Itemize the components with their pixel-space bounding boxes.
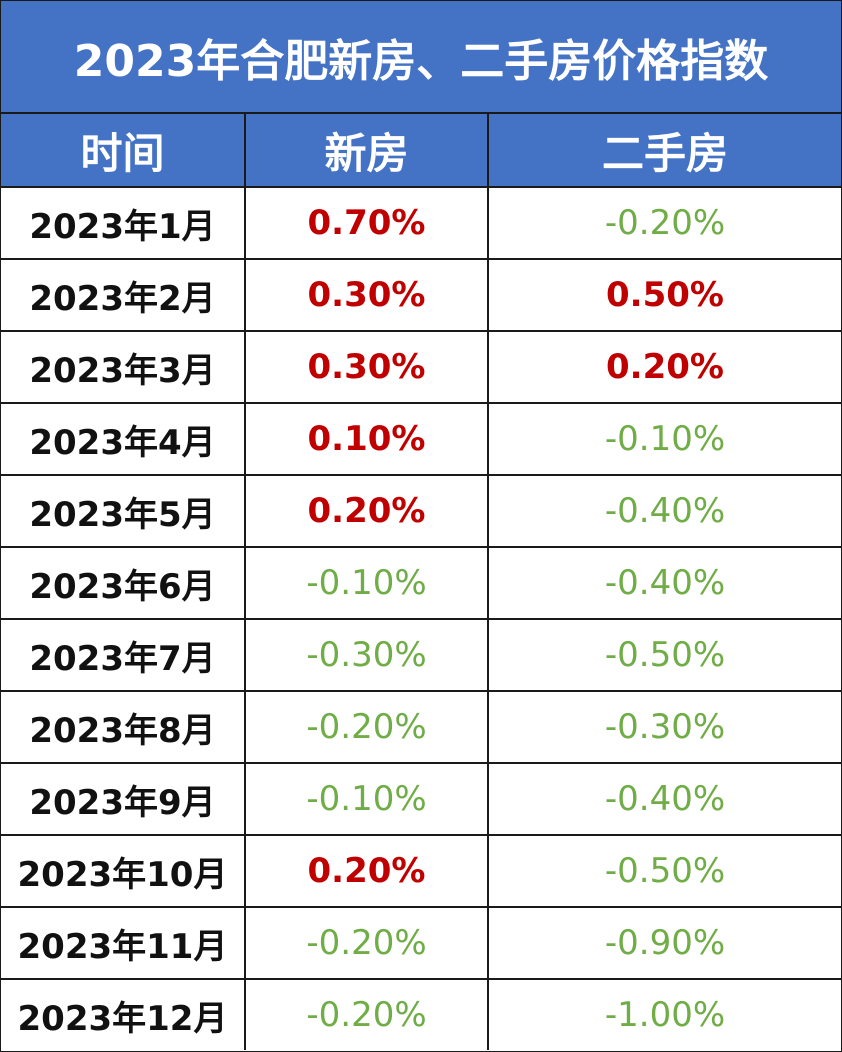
cell-month: 2023年7月 — [1, 619, 246, 692]
cell-second-hand-house-index: -0.40% — [488, 763, 841, 836]
table-title: 2023年合肥新房、二手房价格指数 — [73, 35, 769, 87]
table-row: 2023年5月 0.20% -0.40% — [1, 475, 841, 548]
cell-month: 2023年1月 — [1, 187, 246, 260]
table-body: 2023年1月 0.70% -0.20% 2023年2月 0.30% 0.50% 2023年… — [1, 187, 841, 1050]
table-row: 2023年2月 0.30% 0.50% — [1, 259, 841, 332]
cell-month: 2023年11月 — [1, 907, 246, 980]
column-header-new-house: 新房 — [245, 114, 489, 188]
cell-second-hand-house-index: -0.50% — [488, 835, 841, 908]
cell-new-house-index: 0.20% — [245, 475, 489, 548]
cell-new-house-index: -0.10% — [245, 547, 489, 620]
cell-month: 2023年5月 — [1, 475, 246, 548]
cell-month: 2023年12月 — [1, 979, 246, 1050]
table-row: 2023年9月 -0.10% -0.40% — [1, 763, 841, 836]
cell-new-house-index: 0.70% — [245, 187, 489, 260]
cell-second-hand-house-index: -0.30% — [488, 691, 841, 764]
cell-second-hand-house-index: -0.50% — [488, 619, 841, 692]
table-header: 时间 新房 二手房 — [1, 114, 841, 188]
table-row: 2023年3月 0.30% 0.20% — [1, 331, 841, 404]
cell-month: 2023年3月 — [1, 331, 246, 404]
header-row: 时间 新房 二手房 — [1, 114, 841, 188]
table-row: 2023年11月 -0.20% -0.90% — [1, 907, 841, 980]
cell-second-hand-house-index: -0.20% — [488, 187, 841, 260]
cell-second-hand-house-index: 0.20% — [488, 331, 841, 404]
price-index-table: 时间 新房 二手房 2023年1月 0.70% -0.20% 2023年2月 0.30%… — [1, 114, 841, 1050]
cell-month: 2023年9月 — [1, 763, 246, 836]
cell-second-hand-house-index: -0.40% — [488, 475, 841, 548]
table-row: 2023年4月 0.10% -0.10% — [1, 403, 841, 476]
column-header-second-hand-house: 二手房 — [488, 114, 841, 188]
cell-new-house-index: -0.10% — [245, 763, 489, 836]
table-row: 2023年1月 0.70% -0.20% — [1, 187, 841, 260]
column-header-time: 时间 — [1, 114, 246, 188]
cell-new-house-index: -0.20% — [245, 979, 489, 1050]
cell-month: 2023年2月 — [1, 259, 246, 332]
table-row: 2023年12月 -0.20% -1.00% — [1, 979, 841, 1050]
cell-second-hand-house-index: -0.40% — [488, 547, 841, 620]
cell-month: 2023年8月 — [1, 691, 246, 764]
table-row: 2023年10月 0.20% -0.50% — [1, 835, 841, 908]
title-bar: 2023年合肥新房、二手房价格指数 — [1, 1, 841, 114]
cell-new-house-index: -0.20% — [245, 691, 489, 764]
cell-month: 2023年6月 — [1, 547, 246, 620]
cell-new-house-index: 0.10% — [245, 403, 489, 476]
cell-new-house-index: -0.20% — [245, 907, 489, 980]
cell-new-house-index: 0.30% — [245, 259, 489, 332]
table-row: 2023年6月 -0.10% -0.40% — [1, 547, 841, 620]
cell-second-hand-house-index: -1.00% — [604, 995, 726, 1035]
cell-month: 2023年4月 — [1, 403, 246, 476]
cell-second-hand-house-index: -0.10% — [488, 403, 841, 476]
cell-new-house-index: 0.30% — [245, 331, 489, 404]
table-row: 2023年8月 -0.20% -0.30% — [1, 691, 841, 764]
table-row: 2023年7月 -0.30% -0.50% — [1, 619, 841, 692]
cell-second-hand-house-index: -0.90% — [488, 907, 841, 980]
cell-second-hand-house-index: 0.50% — [488, 259, 841, 332]
cell-month: 2023年10月 — [1, 835, 246, 908]
cell-new-house-index: -0.30% — [245, 619, 489, 692]
cell-new-house-index: 0.20% — [245, 835, 489, 908]
